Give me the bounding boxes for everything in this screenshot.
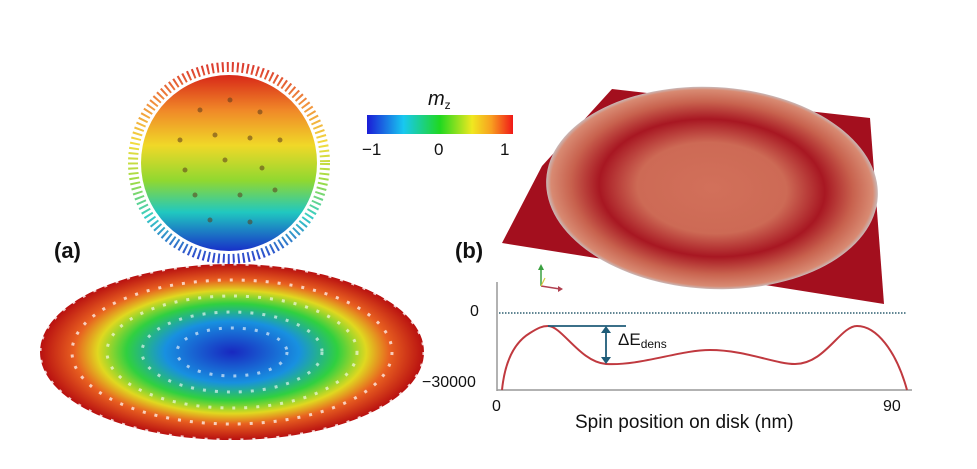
colorbar-title: mz: [428, 88, 451, 112]
colorbar-tick-mid: 0: [434, 140, 444, 159]
x-tick-end: 90: [883, 398, 901, 415]
colorbar-tick-max: 1: [500, 140, 510, 159]
y-tick-min: −30000: [422, 374, 476, 391]
energy-plot: [496, 282, 912, 391]
orientation-axes-icon: [538, 264, 563, 292]
energy-curve: [501, 324, 908, 391]
colorbar: [367, 115, 513, 134]
y-tick-zero: 0: [470, 303, 479, 320]
delta-e-annotation: ΔEdens: [618, 330, 667, 351]
x-axis-label: Spin position on disk (nm): [575, 412, 794, 433]
hedgehog-sphere: [128, 62, 330, 264]
panel-label-a: (a): [54, 238, 81, 263]
energy-density-map: [502, 86, 884, 304]
colorbar-tick-min: −1: [362, 140, 382, 159]
x-tick-start: 0: [492, 398, 501, 415]
skyrmion-disk: [38, 262, 426, 442]
panel-label-b: (b): [455, 238, 484, 263]
